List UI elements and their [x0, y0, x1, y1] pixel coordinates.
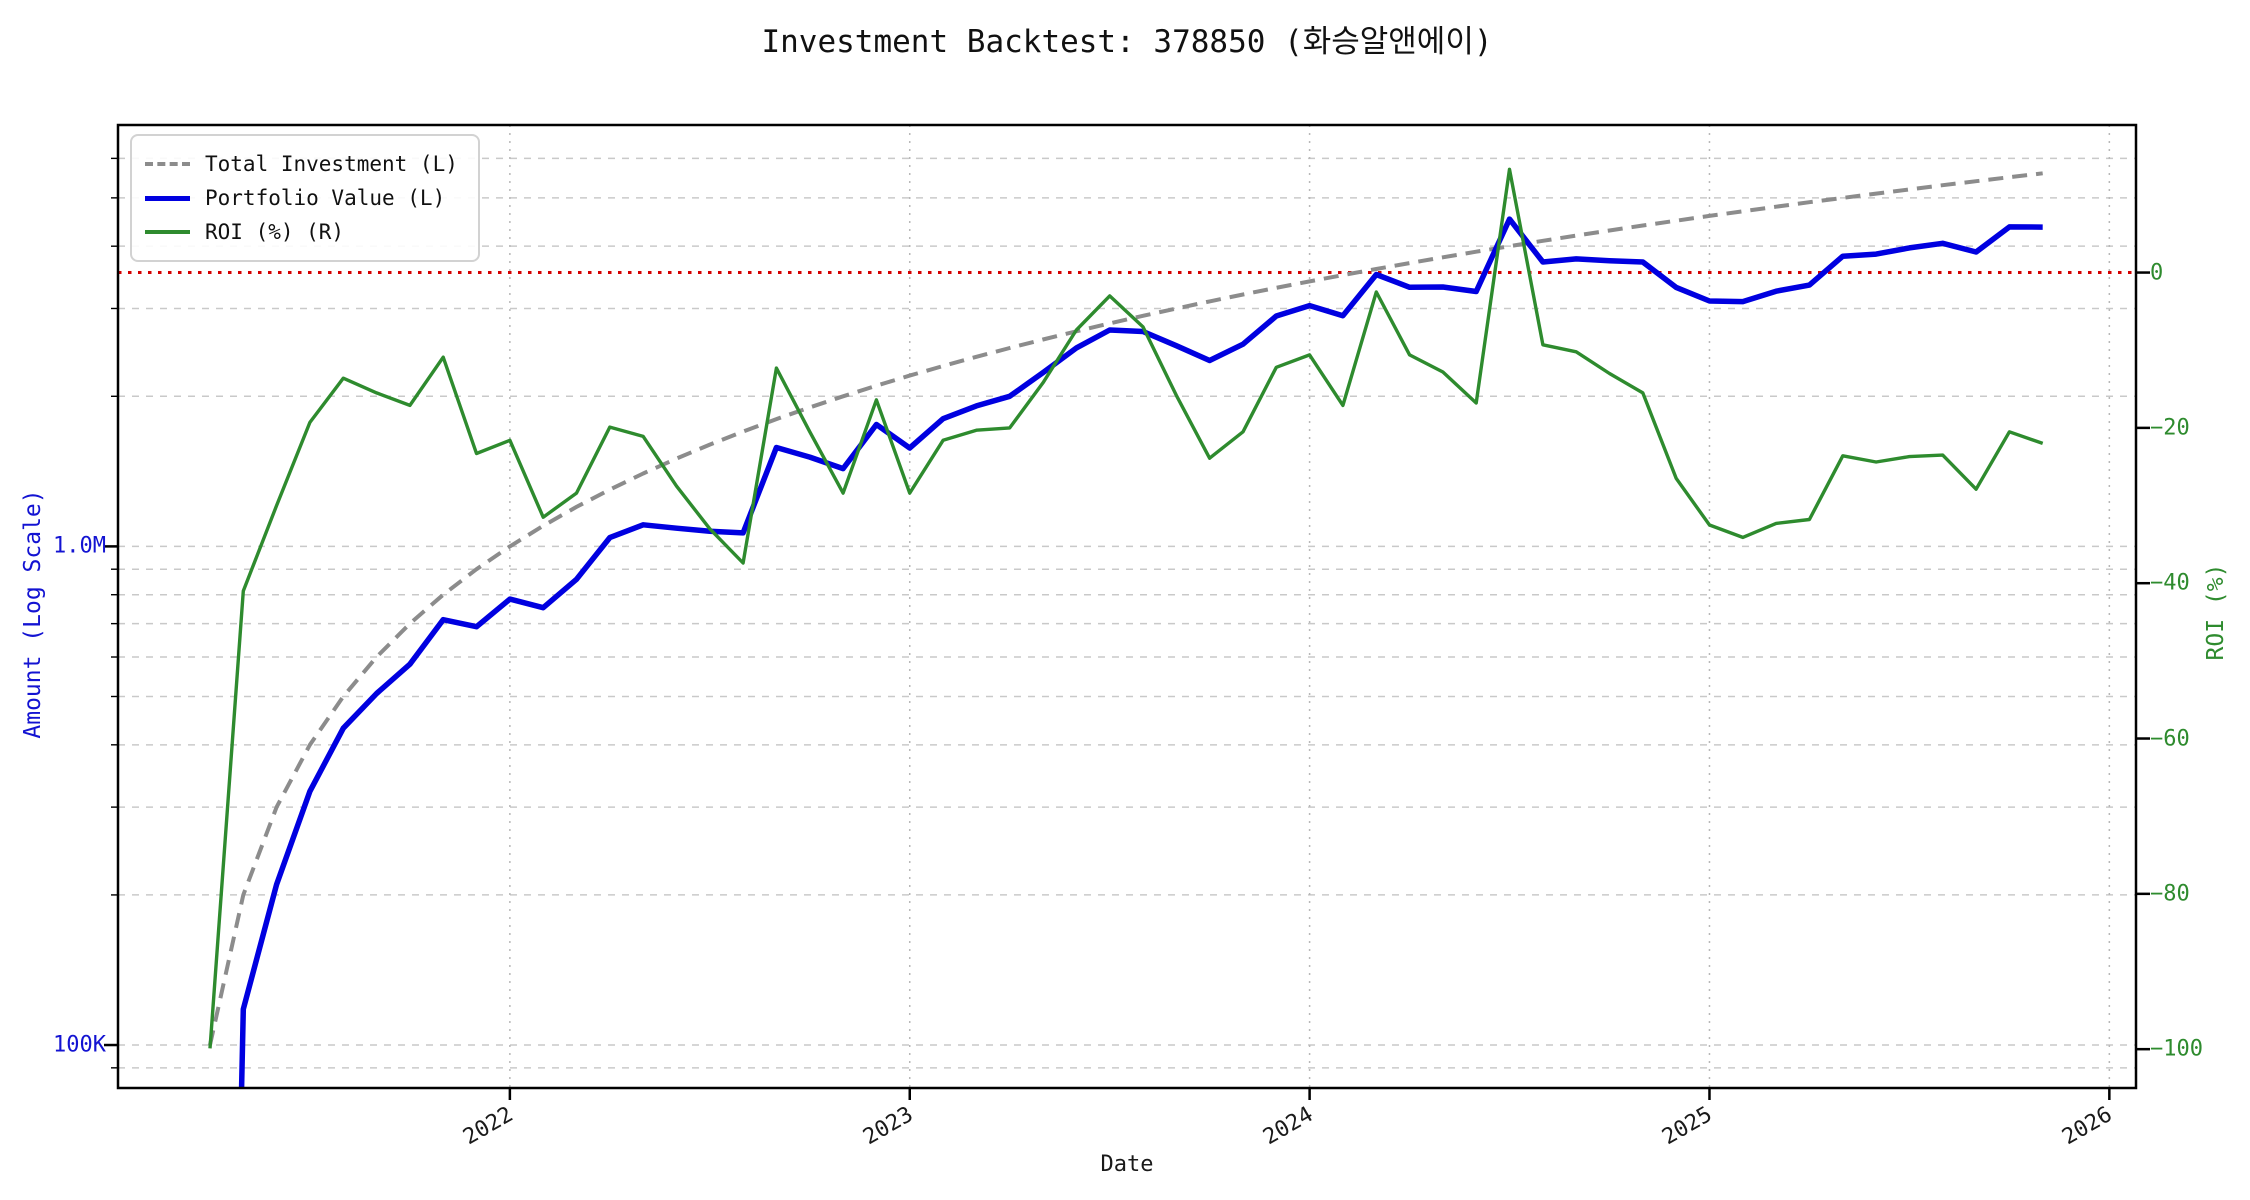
chart-title: Investment Backtest: 378850 (화승알앤에이): [761, 24, 1493, 60]
legend-item-roi: ROI (%) (R): [145, 215, 458, 249]
dashed-line-swatch: [145, 162, 190, 166]
right-axis-tick: −80: [2150, 881, 2190, 907]
solid-line-swatch: [145, 195, 190, 201]
right-axis-tick: −40: [2150, 570, 2190, 596]
right-axis-tick: −20: [2150, 415, 2190, 441]
y-axis-label-right: ROI (%): [2203, 563, 2229, 661]
right-axis-tick: −60: [2150, 726, 2190, 752]
x-axis-label: Date: [1100, 1152, 1154, 1177]
legend-item-portfolio-value: Portfolio Value (L): [145, 181, 458, 215]
left-axis-tick: 100K: [53, 1032, 106, 1058]
right-axis-tick: −100: [2150, 1036, 2203, 1062]
legend-label: ROI (%) (R): [205, 220, 345, 244]
legend-label: Total Investment (L): [205, 152, 458, 176]
legend-item-total-investment: Total Investment (L): [145, 147, 458, 181]
right-axis-tick: 0: [2150, 260, 2164, 286]
legend: Total Investment (L) Portfolio Value (L)…: [130, 134, 480, 262]
left-axis-tick: 1.0M: [53, 533, 106, 559]
y-axis-label-left: Amount (Log Scale): [20, 489, 46, 739]
solid-line-swatch: [145, 230, 190, 234]
legend-label: Portfolio Value (L): [205, 186, 446, 210]
